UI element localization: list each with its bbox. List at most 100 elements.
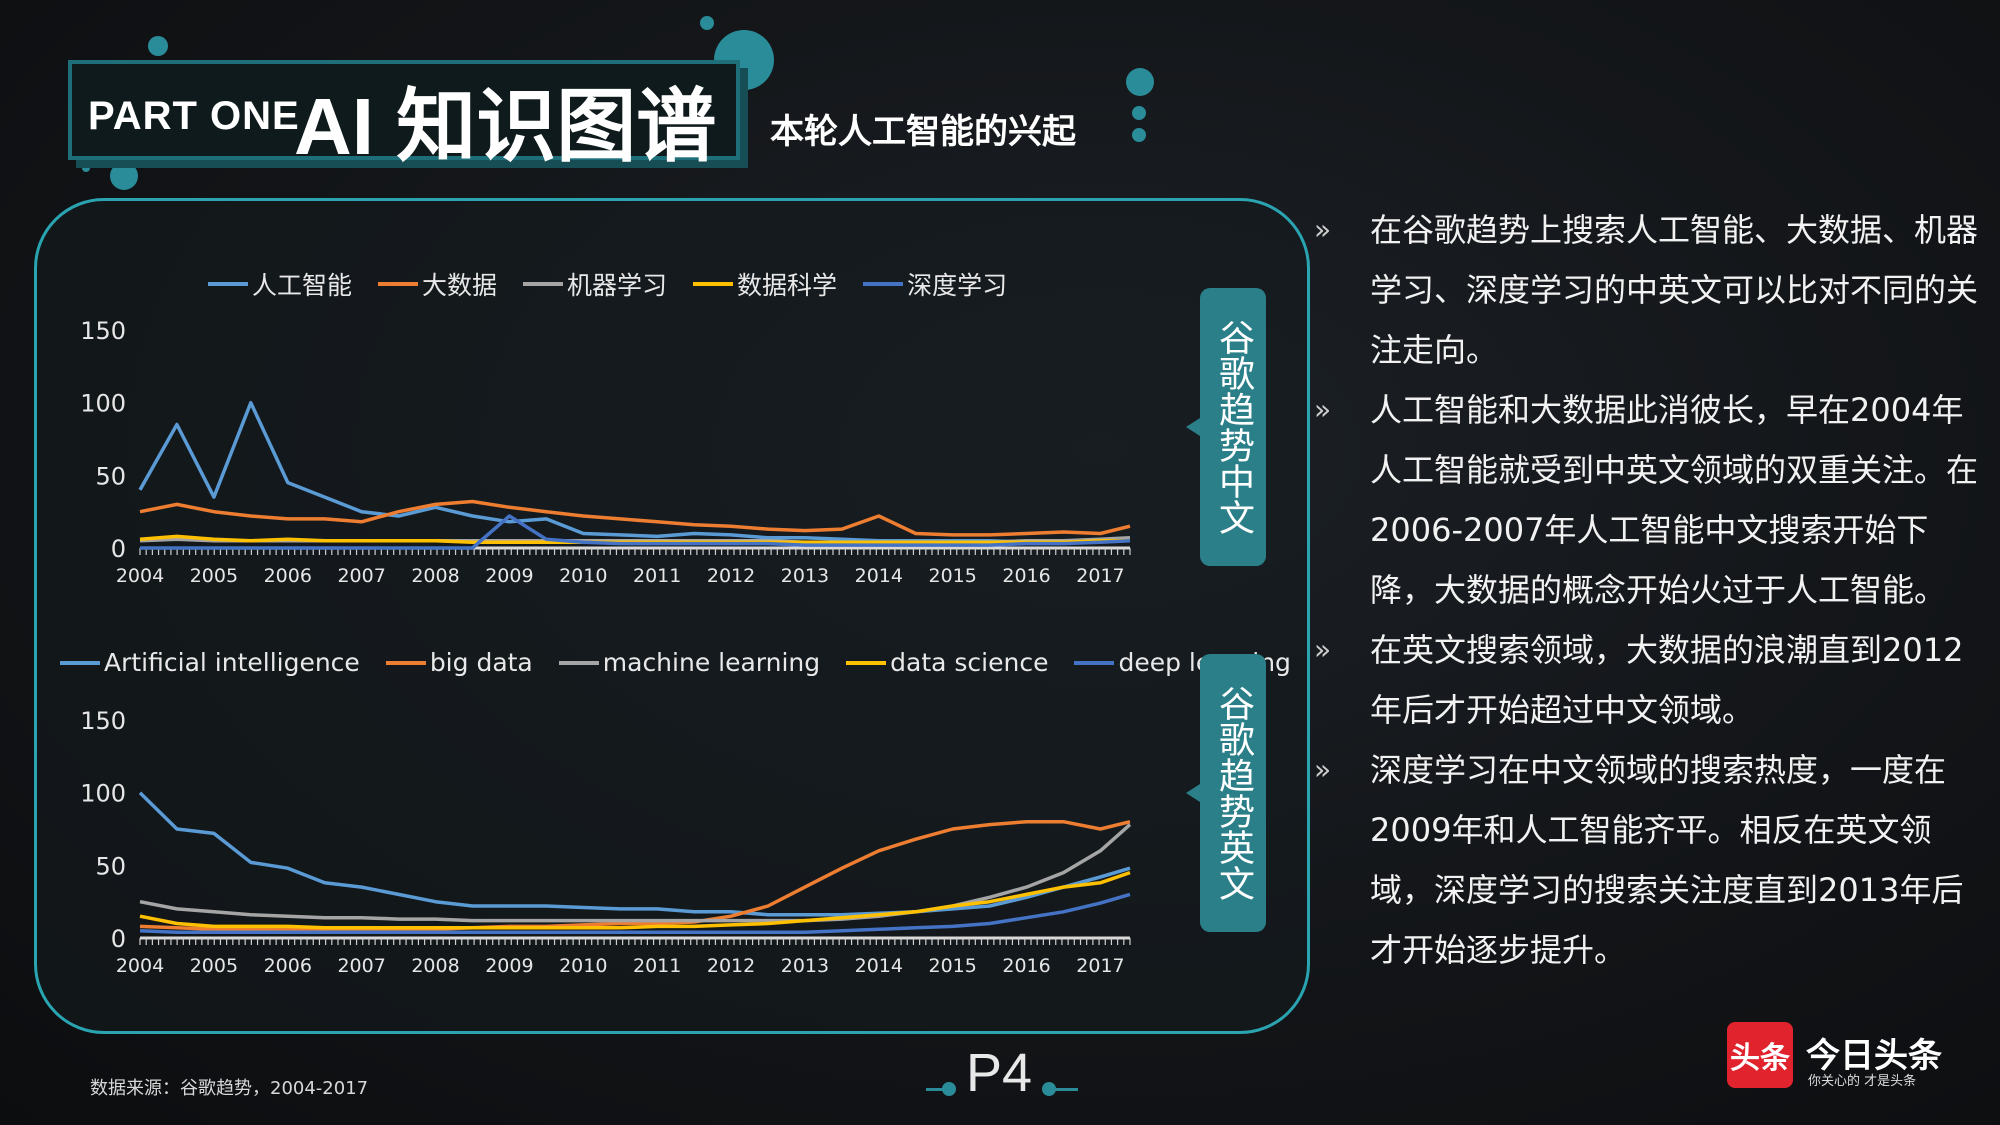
logo-name: 今日头条 xyxy=(1806,1036,1942,1076)
bullet-item: » 在英文搜索领域，大数据的浪潮直到2012年后才开始超过中文领域。 xyxy=(1310,620,1990,740)
legend-item: machine learning xyxy=(558,648,821,677)
legend-item: 机器学习 xyxy=(523,266,667,302)
legend-swatch xyxy=(378,282,419,286)
x-tick-label: 2015 xyxy=(929,565,977,587)
x-tick-label: 2009 xyxy=(485,565,533,587)
legend-swatch xyxy=(863,282,904,286)
part-label: PART ONE xyxy=(88,94,300,138)
series-line-0 xyxy=(138,791,1131,917)
page-number: P4 xyxy=(966,1043,1033,1103)
x-tick-label: 2007 xyxy=(337,955,385,977)
series-line-3 xyxy=(139,870,1131,930)
bullet-item: » 深度学习在中文领域的搜索热度，一度在2009年和人工智能齐平。相反在英文领域，… xyxy=(1310,740,1990,980)
legend-item: Artificial intelligence xyxy=(60,648,360,677)
title-box xyxy=(68,60,740,160)
y-tick-label: 100 xyxy=(80,390,126,418)
x-tick-label: 2010 xyxy=(559,565,607,587)
x-tick-label: 2010 xyxy=(559,955,607,977)
tag-chinese: 谷歌趋势中文 xyxy=(1186,288,1266,566)
chart1-legend: 人工智能 大数据 机器学习 数据科学 深度学习 xyxy=(208,266,1033,302)
x-tick-label: 2012 xyxy=(707,565,755,587)
x-tick-label: 2011 xyxy=(633,565,681,587)
legend-label: 机器学习 xyxy=(567,271,668,300)
legend-item: 人工智能 xyxy=(208,266,352,302)
page-title: AI 知识图谱 xyxy=(294,82,717,171)
x-tick-label: 2005 xyxy=(190,955,238,977)
page-dot-left xyxy=(942,1082,956,1096)
bullet-item: » 人工智能和大数据此消彼长，早在2004年人工智能就受到中英文领域的双重关注。在… xyxy=(1310,380,1990,620)
bullet-text: 在英文搜索领域，大数据的浪潮直到2012年后才开始超过中文领域。 xyxy=(1370,631,1964,729)
bullet-list: » 在谷歌趋势上搜索人工智能、大数据、机器学习、深度学习的中英文可以比对不同的关注… xyxy=(1310,200,1990,980)
bullet-text: 深度学习在中文领域的搜索热度，一度在2009年和人工智能齐平。相反在英文领域，深… xyxy=(1370,751,1964,969)
page-subtitle: 本轮人工智能的兴起 xyxy=(770,112,1076,152)
decor-dot xyxy=(700,16,714,30)
page-line-left xyxy=(926,1088,950,1091)
legend-swatch xyxy=(523,282,564,286)
series-line-1 xyxy=(139,499,1131,537)
series-line-4 xyxy=(140,514,1131,550)
x-tick-label: 2004 xyxy=(116,565,164,587)
x-tick-label: 2009 xyxy=(485,955,533,977)
series-line-2 xyxy=(139,823,1132,923)
x-tick-label: 2017 xyxy=(1076,565,1124,587)
legend-swatch xyxy=(846,660,887,665)
tag-english: 谷歌趋势英文 xyxy=(1186,654,1266,932)
x-tick-label: 2016 xyxy=(1002,955,1050,977)
legend-item: big data xyxy=(385,648,533,677)
legend-label: machine learning xyxy=(602,648,821,677)
x-tick-label: 2017 xyxy=(1076,955,1124,977)
x-tick-label: 2016 xyxy=(1002,565,1050,587)
series-line-4 xyxy=(139,892,1131,934)
x-tick-label: 2015 xyxy=(929,955,977,977)
legend-swatch xyxy=(208,282,248,286)
page-dot-right xyxy=(1042,1082,1056,1096)
y-tick-label: 100 xyxy=(80,780,126,808)
y-tick-label: 0 xyxy=(111,925,126,953)
bullet-mark: » xyxy=(1314,213,1332,246)
legend-label: Artificial intelligence xyxy=(104,648,360,677)
decor-dot xyxy=(82,164,90,172)
y-tick-label: 150 xyxy=(80,317,126,345)
legend-swatch xyxy=(385,660,426,665)
x-tick-label: 2005 xyxy=(190,565,238,587)
decor-dot xyxy=(110,162,138,190)
legend-swatch xyxy=(693,282,734,286)
x-tick-label: 2014 xyxy=(855,565,903,587)
bullet-text: 人工智能和大数据此消彼长，早在2004年人工智能就受到中英文领域的双重关注。在2… xyxy=(1370,391,1979,609)
x-tick-label: 2006 xyxy=(264,955,312,977)
x-tick-label: 2012 xyxy=(707,955,755,977)
bullet-text: 在谷歌趋势上搜索人工智能、大数据、机器学习、深度学习的中英文可以比对不同的关注走… xyxy=(1370,211,1979,369)
y-tick-label: 0 xyxy=(111,535,126,563)
legend-swatch xyxy=(60,660,100,665)
bullet-mark: » xyxy=(1314,633,1332,666)
x-tick-label: 2004 xyxy=(116,955,164,977)
legend-item: 大数据 xyxy=(378,266,497,302)
legend-swatch xyxy=(558,660,599,665)
x-tick-label: 2006 xyxy=(264,565,312,587)
legend-label: 人工智能 xyxy=(252,271,353,300)
legend-label: data science xyxy=(890,648,1049,677)
decor-dot xyxy=(148,36,168,56)
legend-swatch xyxy=(1074,660,1115,665)
decor-dot xyxy=(1126,68,1154,96)
chart2-legend: Artificial intelligence big data machine l… xyxy=(60,648,1317,677)
legend-item: 深度学习 xyxy=(863,266,1007,302)
data-source: 数据来源：谷歌趋势，2004-2017 xyxy=(90,1078,369,1099)
y-tick-label: 50 xyxy=(95,852,126,880)
x-tick-label: 2008 xyxy=(411,565,459,587)
x-tick-label: 2013 xyxy=(781,955,829,977)
y-tick-label: 50 xyxy=(95,462,126,490)
series-line-1 xyxy=(139,819,1131,933)
x-tick-label: 2007 xyxy=(337,565,385,587)
chart-english-trends: 0 50 100 150 2004 2005 2006 2007 2008 2009 2010 201… xyxy=(80,707,1132,977)
legend-item: 数据科学 xyxy=(693,266,837,302)
legend-label: 数据科学 xyxy=(737,271,838,300)
x-tick-label: 2011 xyxy=(633,955,681,977)
legend-label: 深度学习 xyxy=(907,271,1008,300)
decor-dot xyxy=(1132,106,1146,120)
logo-slogan: 你关心的 才是头条 xyxy=(1808,1074,1917,1089)
toutiao-logo-icon: 头条 xyxy=(1727,1022,1793,1088)
bullet-mark: » xyxy=(1314,393,1332,426)
bullet-item: » 在谷歌趋势上搜索人工智能、大数据、机器学习、深度学习的中英文可以比对不同的关注… xyxy=(1310,200,1990,380)
legend-label: 大数据 xyxy=(422,271,498,300)
